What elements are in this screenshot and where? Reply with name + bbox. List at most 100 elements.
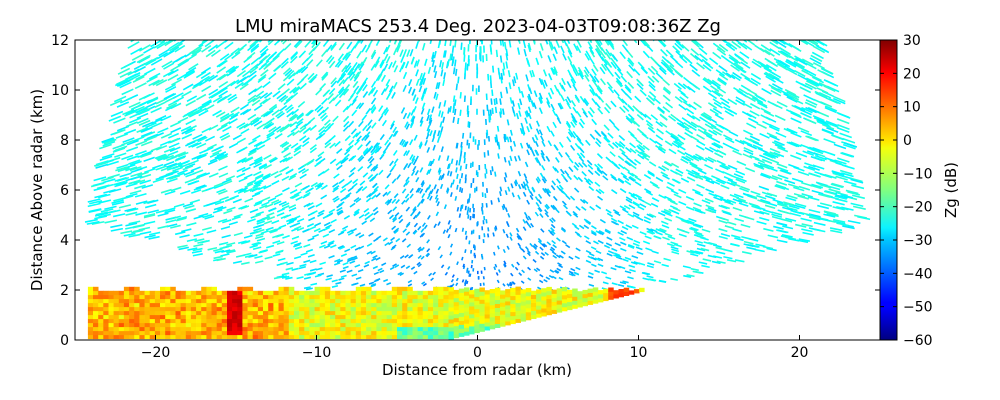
noise-speck (623, 205, 631, 210)
noise-speck (476, 71, 478, 79)
noise-speck (549, 269, 555, 273)
noise-speck (808, 165, 820, 171)
noise-speck (743, 149, 754, 156)
reflectivity-cell (170, 306, 176, 312)
noise-speck (454, 195, 458, 201)
noise-speck (166, 40, 178, 44)
reflectivity-cell (221, 322, 228, 328)
noise-speck (212, 209, 223, 214)
noise-speck (655, 120, 664, 128)
noise-speck (457, 117, 460, 125)
noise-speck (361, 114, 368, 122)
noise-speck (397, 271, 403, 276)
noise-speck (658, 40, 667, 47)
noise-speck (342, 265, 349, 270)
noise-speck (814, 154, 827, 161)
noise-speck (817, 118, 830, 125)
noise-speck (263, 62, 272, 70)
reflectivity-cell (546, 298, 552, 304)
noise-speck (299, 263, 307, 268)
reflectivity-cell (263, 306, 269, 312)
noise-speck (143, 67, 156, 75)
noise-speck (226, 250, 236, 254)
reflectivity-cell (180, 306, 187, 312)
reflectivity-cell (412, 314, 418, 320)
reflectivity-cell (505, 305, 511, 310)
noise-speck (622, 208, 629, 214)
noise-speck (476, 221, 479, 226)
reflectivity-cell (221, 314, 228, 320)
noise-speck (428, 114, 433, 121)
noise-speck (836, 126, 850, 133)
noise-speck (218, 59, 228, 68)
reflectivity-cell (175, 306, 181, 312)
noise-speck (534, 196, 539, 202)
noise-speck (645, 247, 653, 252)
reflectivity-cell (237, 326, 243, 332)
noise-speck (764, 49, 775, 57)
reflectivity-cell (283, 326, 290, 332)
noise-speck (447, 59, 450, 67)
noise-speck (116, 125, 130, 132)
noise-speck (353, 208, 360, 214)
reflectivity-cell (407, 334, 413, 340)
noise-speck (217, 95, 228, 103)
noise-speck (393, 229, 399, 235)
noise-speck (615, 253, 622, 258)
noise-speck (583, 218, 590, 224)
reflectivity-cell (247, 286, 254, 292)
reflectivity-cell (546, 294, 552, 300)
noise-speck (567, 69, 573, 77)
noise-speck (268, 156, 277, 163)
noise-speck (615, 77, 623, 85)
reflectivity-cell (180, 298, 187, 304)
noise-speck (598, 188, 605, 194)
reflectivity-cell (340, 330, 346, 336)
noise-speck (475, 170, 478, 176)
noise-speck (233, 232, 243, 237)
reflectivity-cell (592, 299, 599, 304)
reflectivity-cell (479, 303, 485, 308)
noise-speck (348, 67, 355, 76)
noise-speck (455, 277, 459, 282)
reflectivity-cell (263, 334, 269, 340)
noise-speck (697, 128, 707, 135)
reflectivity-cell (268, 330, 274, 336)
noise-speck (738, 87, 749, 95)
reflectivity-cell (288, 286, 295, 292)
noise-speck (619, 188, 627, 194)
noise-speck (374, 145, 380, 152)
noise-speck (784, 26, 795, 34)
reflectivity-cell (484, 298, 491, 303)
noise-speck (373, 279, 379, 283)
reflectivity-cell (206, 334, 212, 340)
reflectivity-cell (268, 334, 274, 340)
noise-speck (393, 40, 399, 45)
noise-speck (695, 232, 704, 237)
noise-speck (369, 157, 375, 164)
reflectivity-cell (221, 318, 228, 324)
reflectivity-cell (340, 306, 346, 312)
noise-speck (302, 184, 310, 191)
noise-speck (495, 272, 499, 276)
noise-speck (260, 69, 269, 77)
reflectivity-cell (288, 330, 295, 336)
noise-speck (225, 175, 236, 181)
noise-speck (412, 94, 417, 102)
noise-speck (286, 110, 295, 118)
noise-speck (764, 57, 776, 66)
reflectivity-cell (216, 326, 223, 332)
noise-speck (836, 118, 850, 125)
reflectivity-cell (304, 290, 310, 296)
noise-speck (539, 43, 544, 51)
noise-speck (283, 98, 292, 106)
reflectivity-cell (93, 318, 99, 324)
reflectivity-cell (103, 310, 109, 316)
noise-speck (830, 183, 843, 189)
reflectivity-cell (371, 330, 377, 336)
noise-speck (605, 208, 612, 214)
noise-speck (455, 160, 459, 166)
noise-speck (509, 281, 513, 286)
reflectivity-cell (160, 290, 166, 296)
noise-speck (628, 176, 636, 182)
